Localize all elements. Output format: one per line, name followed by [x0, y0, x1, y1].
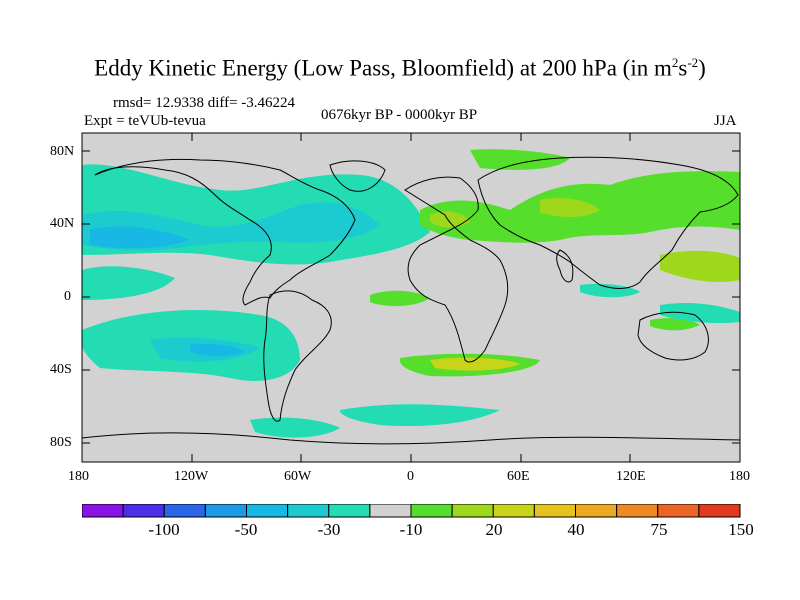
coastlines: [82, 156, 740, 445]
colorbar-box: [492, 504, 535, 518]
lat-tick-label: 80N: [50, 144, 75, 159]
chart-title: Eddy Kinetic Energy (Low Pass, Bloomfiel…: [94, 55, 706, 81]
colorbar-box: [369, 504, 412, 518]
colorbar-label: 75: [650, 520, 668, 539]
anomaly-region: [90, 226, 190, 249]
lat-tick-label: 80S: [50, 435, 72, 450]
colorbar-label: -10: [399, 520, 423, 539]
anomaly-region: [470, 149, 570, 170]
coast-asia: [477, 156, 739, 289]
coast-south-america: [263, 290, 332, 422]
coast-greenland: [329, 160, 386, 192]
anomaly-region: [660, 302, 740, 324]
period-label: 0676kyr BP - 0000kyr BP: [321, 107, 478, 123]
anomaly-region: [370, 290, 430, 307]
colorbar-label: -30: [317, 520, 341, 539]
lat-tick-label: 0: [64, 289, 71, 304]
colorbar-box: [698, 504, 741, 518]
axis-ticks: [81, 133, 741, 462]
map-field: [82, 133, 740, 462]
anomaly-region: [82, 266, 175, 300]
colorbar-label: -100: [148, 520, 180, 539]
colorbar-box: [163, 504, 206, 518]
colorbar-box: [204, 504, 248, 518]
colorbar-box: [328, 504, 371, 518]
anomaly-region: [660, 250, 740, 282]
anomaly-region: [190, 343, 245, 357]
lon-tick-label: 0: [407, 469, 414, 484]
lon-tick-label: 60E: [507, 469, 530, 484]
colorbar-box: [246, 504, 289, 518]
colorbar-box: [410, 504, 453, 518]
colorbar-label: 40: [567, 520, 585, 539]
anomaly-region: [540, 198, 600, 217]
coast-antarctica: [82, 432, 740, 445]
anomaly-region: [650, 317, 700, 331]
anomaly-region: [340, 404, 500, 427]
lon-tick-label: 60W: [284, 469, 312, 484]
colorbar: [82, 504, 741, 518]
coast-north-america: [94, 158, 356, 306]
experiment-label: Expt = teVUb-tevua: [84, 113, 206, 129]
colorbar-label: 150: [728, 520, 754, 539]
lon-tick-label: 120E: [616, 469, 646, 484]
anomaly-region: [250, 417, 340, 438]
lon-tick-label: 180: [729, 469, 750, 484]
coast-australia: [637, 311, 709, 361]
season-label: JJA: [714, 113, 737, 129]
colorbar-box: [122, 504, 165, 518]
colorbar-label: 20: [485, 520, 503, 539]
anomaly-region: [430, 211, 470, 228]
lat-tick-label: 40S: [50, 362, 72, 377]
colorbar-box: [533, 504, 577, 518]
colorbar-box: [575, 504, 618, 518]
lon-tick-label: 120W: [174, 469, 209, 484]
colorbar-box: [82, 504, 124, 518]
lat-tick-label: 40N: [50, 216, 75, 231]
coast-india: [556, 249, 574, 283]
coast-africa-europe: [404, 176, 509, 363]
anomaly-region: [580, 283, 640, 298]
stats-text: rmsd= 12.9338 diff= -3.46224: [113, 95, 296, 111]
colorbar-box: [451, 504, 494, 518]
lon-tick-label: 180: [68, 469, 89, 484]
colorbar-box: [287, 504, 330, 518]
colorbar-label: -50: [234, 520, 258, 539]
colorbar-box: [616, 504, 659, 518]
anomaly-region: [430, 357, 520, 371]
colorbar-box: [657, 504, 700, 518]
